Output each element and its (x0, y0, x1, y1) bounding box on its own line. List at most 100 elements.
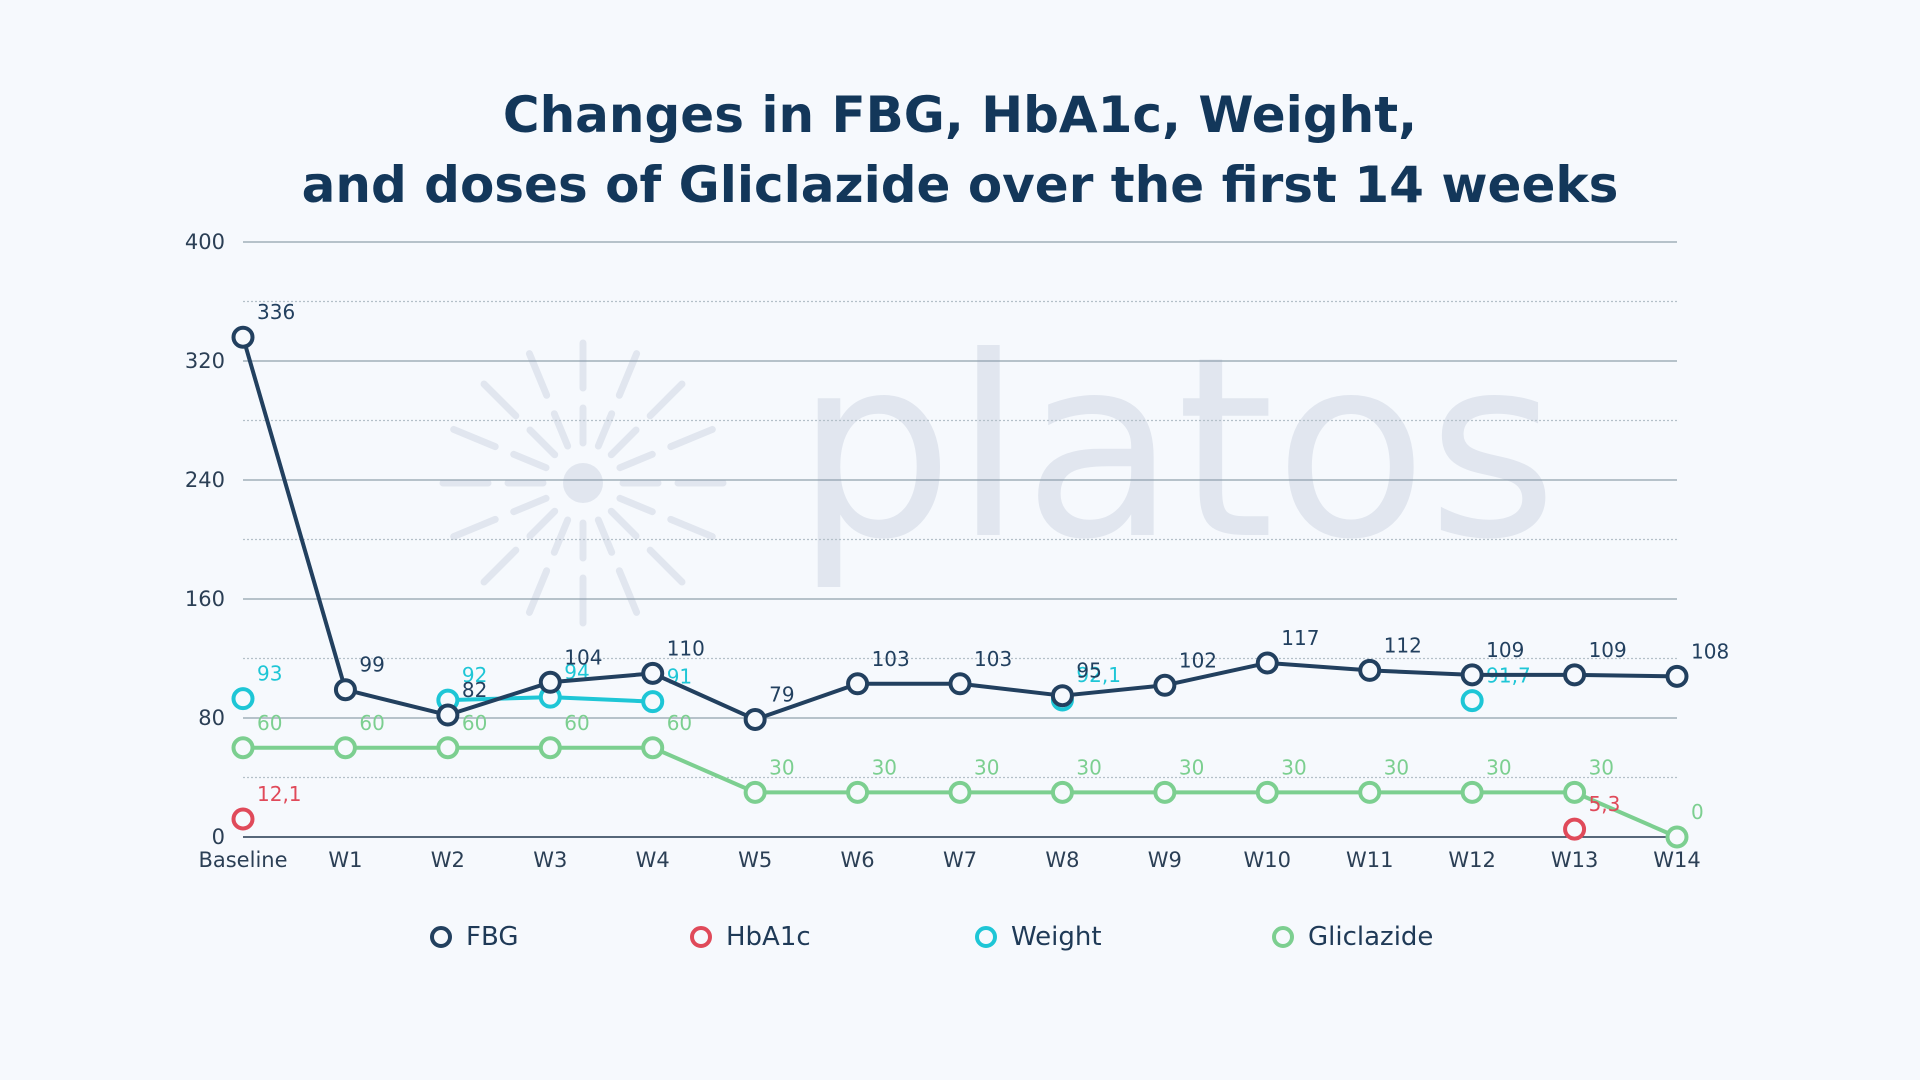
data-label-fbg: 109 (1589, 638, 1627, 662)
grid-lines (243, 241, 1677, 838)
watermark-sun-logo (439, 339, 727, 627)
watermark-sun-ray (526, 507, 559, 540)
data-label-hba1c: 5,3 (1589, 792, 1621, 816)
data-label-gliclazide: 60 (462, 711, 487, 735)
legend-label: Gliclazide (1308, 922, 1434, 952)
data-point-gliclazide (1255, 780, 1279, 804)
watermark-sun-ray (615, 350, 641, 399)
data-point-fbg (538, 670, 562, 694)
data-label-gliclazide: 30 (1179, 755, 1204, 779)
data-point-fbg (948, 672, 972, 696)
data-label-gliclazide: 60 (667, 711, 692, 735)
legend-marker-icon (1272, 926, 1294, 948)
data-point-gliclazide (538, 736, 562, 760)
data-point-gliclazide (1460, 780, 1484, 804)
legend-item-fbg: FBG (430, 922, 518, 952)
x-tick-label: W9 (1148, 848, 1182, 872)
data-label-fbg: 109 (1486, 638, 1524, 662)
data-point-gliclazide (641, 736, 665, 760)
data-point-weight (1460, 689, 1484, 713)
y-tick-label: 240 (185, 468, 225, 492)
data-label-fbg: 95 (1076, 659, 1101, 683)
data-label-fbg: 102 (1179, 648, 1217, 672)
data-point-fbg (1050, 684, 1074, 708)
watermark-sun-ray (594, 516, 616, 556)
data-point-fbg (231, 325, 255, 349)
data-point-gliclazide (231, 736, 255, 760)
x-tick-label: W1 (328, 848, 362, 872)
platos-watermark: platos (439, 303, 1558, 627)
data-point-fbg (743, 707, 767, 731)
data-point-gliclazide (1665, 825, 1689, 849)
data-point-weight (641, 690, 665, 714)
y-tick-label: 0 (212, 825, 225, 849)
data-point-gliclazide (846, 780, 870, 804)
data-label-gliclazide: 30 (1281, 755, 1306, 779)
data-label-gliclazide: 60 (257, 711, 282, 735)
watermark-sun-ray (646, 546, 686, 586)
data-label-fbg: 79 (769, 682, 794, 706)
y-tick-label: 160 (185, 587, 225, 611)
data-label-fbg: 99 (359, 653, 384, 677)
watermark-sun-ray (616, 450, 656, 472)
x-tick-label: W4 (636, 848, 670, 872)
watermark-sun-ray (525, 350, 551, 399)
y-tick-label: 400 (185, 230, 225, 254)
watermark-sun-ray (510, 450, 550, 472)
y-tick-label: 80 (198, 706, 225, 730)
legend-label: Weight (1011, 922, 1102, 952)
x-tick-label: W13 (1551, 848, 1599, 872)
data-point-gliclazide (743, 780, 767, 804)
data-point-gliclazide (1563, 780, 1587, 804)
watermark-sun-ray (510, 494, 550, 516)
data-point-gliclazide (436, 736, 460, 760)
data-label-fbg: 336 (257, 300, 295, 324)
x-tick-label: W12 (1448, 848, 1496, 872)
data-point-fbg (1255, 651, 1279, 675)
data-point-hba1c (1563, 817, 1587, 841)
x-tick-label: W14 (1653, 848, 1701, 872)
watermark-sun-ray (525, 567, 551, 616)
x-tick-label: W7 (943, 848, 977, 872)
watermark-sun-ray (550, 410, 572, 450)
data-label-fbg: 103 (974, 647, 1012, 671)
data-label-gliclazide: 30 (1076, 755, 1101, 779)
x-tick-label: W11 (1346, 848, 1394, 872)
data-label-gliclazide: 30 (974, 755, 999, 779)
watermark-text: platos (795, 303, 1558, 594)
series-fbg: 336 99 82 104 110 79 103 103 95 102 117 112 109 109 10… (231, 300, 1729, 731)
data-label-gliclazide: 60 (359, 711, 384, 735)
data-point-fbg (436, 703, 460, 727)
watermark-sun-ray (480, 380, 520, 420)
data-label-fbg: 112 (1384, 633, 1422, 657)
legend: FBG HbA1c Weight Gliclazide (0, 922, 1920, 962)
data-label-weight: 92 (462, 663, 487, 687)
data-label-fbg: 110 (667, 636, 705, 660)
watermark-sun-ray (526, 426, 559, 459)
data-label-gliclazide: 30 (1486, 755, 1511, 779)
data-label-gliclazide: 30 (872, 755, 897, 779)
legend-marker-icon (975, 926, 997, 948)
watermark-sun-ray (616, 494, 656, 516)
legend-item-gliclazide: Gliclazide (1272, 922, 1433, 952)
data-point-fbg (641, 661, 665, 685)
data-point-fbg (1153, 673, 1177, 697)
data-label-gliclazide: 60 (564, 711, 589, 735)
watermark-sun-ray (607, 426, 640, 459)
series-gliclazide: 60 60 60 60 60 30 30 30 30 30 30 30 30 30 0 (231, 711, 1704, 849)
x-tick-label: W3 (533, 848, 567, 872)
watermark-sun-ray (450, 515, 499, 541)
data-point-fbg (333, 678, 357, 702)
legend-marker-icon (430, 926, 452, 948)
data-point-fbg (846, 672, 870, 696)
data-point-fbg (1460, 663, 1484, 687)
data-point-gliclazide (1358, 780, 1382, 804)
data-point-gliclazide (333, 736, 357, 760)
data-label-fbg: 108 (1691, 639, 1729, 663)
legend-label: HbA1c (726, 922, 811, 952)
data-point-gliclazide (1153, 780, 1177, 804)
data-point-fbg (1665, 664, 1689, 688)
watermark-sun-ray (667, 515, 716, 541)
